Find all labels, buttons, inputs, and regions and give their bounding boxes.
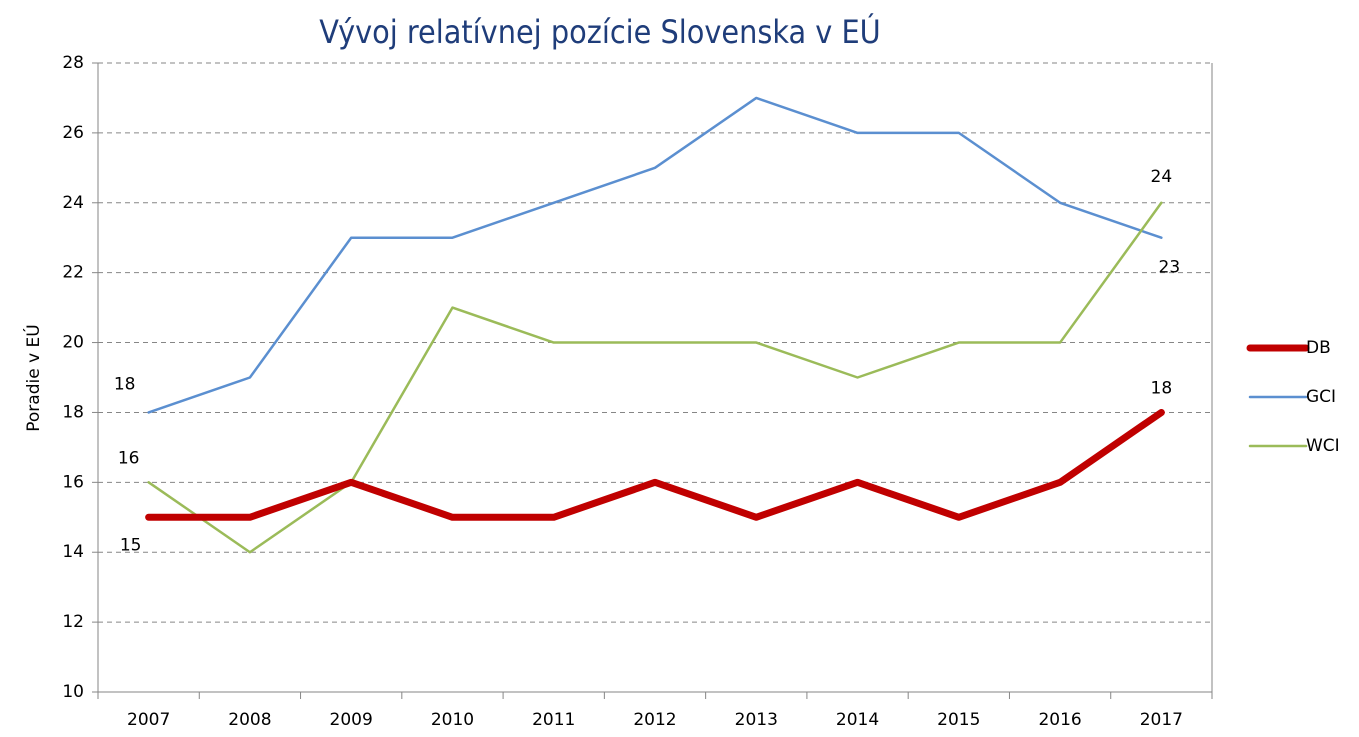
y-tick-label: 24: [62, 193, 84, 213]
x-tick-label: 2012: [633, 710, 676, 730]
data-label: 15: [120, 535, 142, 555]
y-tick-label: 14: [62, 542, 84, 562]
x-tick-label: 2016: [1038, 710, 1081, 730]
series-line: [145, 408, 1165, 521]
y-tick-label: 26: [62, 123, 84, 143]
x-tick-label: 2008: [228, 710, 271, 730]
x-tick-label: 2014: [836, 710, 879, 730]
y-tick-label: 20: [62, 333, 84, 353]
data-label: 18: [114, 374, 136, 394]
series-line: [147, 96, 1163, 414]
y-tick-label: 12: [62, 612, 84, 632]
y-axis-label: Poradie v EÚ: [22, 324, 44, 431]
legend-label: WCI: [1306, 436, 1340, 456]
y-tick-label: 28: [62, 53, 84, 73]
legend-label: GCI: [1306, 387, 1336, 407]
chart-title: Vývoj relatívnej pozície Slovenska v EÚ: [319, 12, 880, 51]
series-line: [147, 201, 1163, 554]
y-tick-label: 18: [62, 402, 84, 422]
data-label: 16: [118, 448, 140, 468]
x-tick-label: 2007: [127, 710, 170, 730]
y-tick-label: 10: [62, 682, 84, 702]
data-label: 24: [1151, 167, 1173, 187]
x-tick-label: 2009: [330, 710, 373, 730]
x-tick-label: 2017: [1140, 710, 1183, 730]
data-label: 23: [1159, 258, 1181, 278]
legend-label: DB: [1306, 338, 1331, 358]
y-tick-label: 22: [62, 263, 84, 283]
x-tick-label: 2015: [937, 710, 980, 730]
y-tick-label: 16: [62, 472, 84, 492]
data-label: 18: [1151, 378, 1173, 398]
x-tick-label: 2010: [431, 710, 474, 730]
x-tick-label: 2011: [532, 710, 575, 730]
x-tick-label: 2013: [735, 710, 778, 730]
